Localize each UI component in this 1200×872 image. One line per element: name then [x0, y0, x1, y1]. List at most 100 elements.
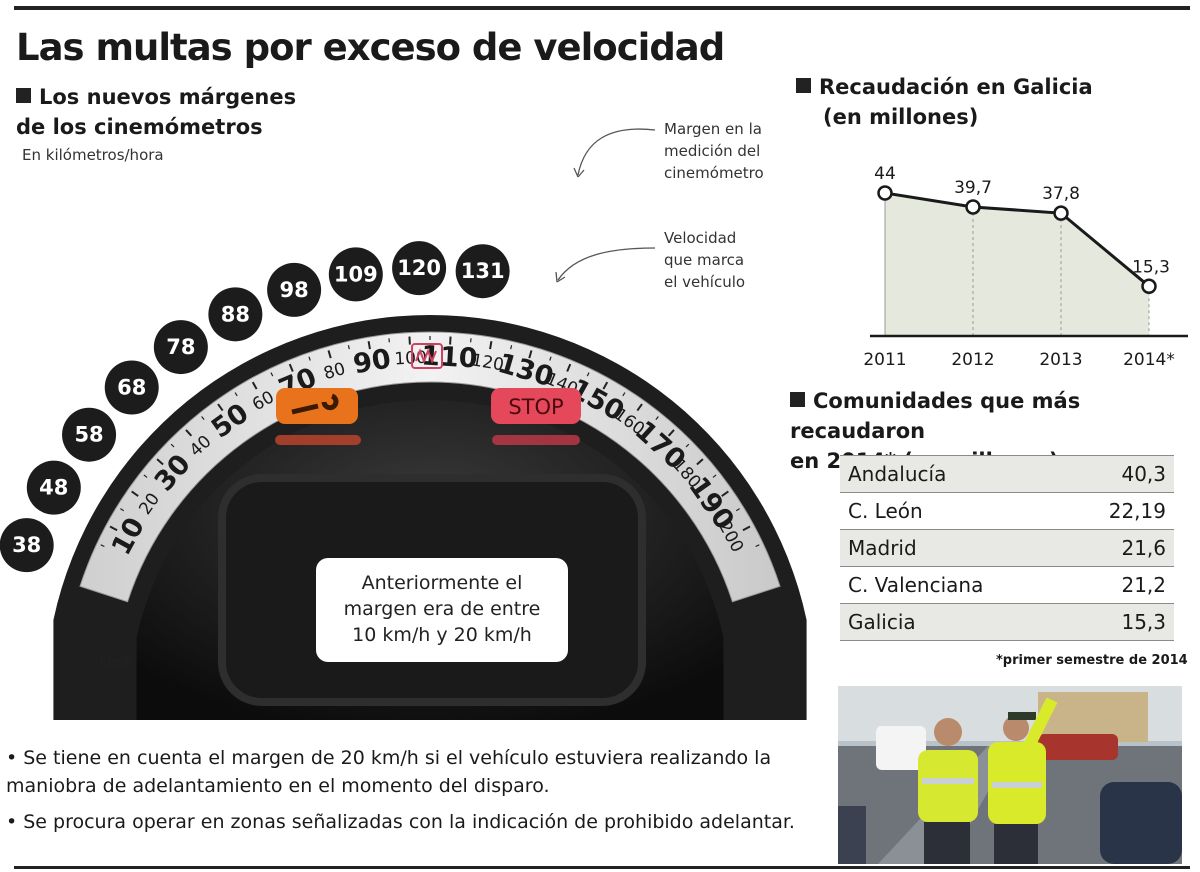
margin-bubble-label: 88 [221, 302, 250, 326]
chart-x-tick-label: 2014* [1123, 350, 1175, 370]
margin-bubble [455, 244, 510, 299]
dial-tick [185, 429, 193, 437]
margin-bubble [62, 407, 117, 462]
stop-light-label: STOP [508, 395, 563, 419]
dial-tick [510, 345, 513, 350]
community-name: C. Valenciana [840, 566, 1066, 604]
dial-tick [755, 544, 760, 548]
dial-tick [528, 350, 533, 359]
dial-tick [602, 381, 609, 390]
dial-tick [156, 458, 164, 466]
communities-table: Andalucía 40,3 C. León 22,19 Madrid 21,6 C. Va… [840, 455, 1174, 641]
dial-tick [586, 372, 590, 377]
dial-tick [622, 392, 626, 397]
chart-point [965, 199, 981, 215]
dial-tick [217, 403, 224, 412]
community-name: Galicia [840, 603, 1066, 641]
table-row: Galicia 15,3 [840, 603, 1174, 641]
revenue-line-chart: 44 2011 39,7 2012 37,8 2013 15,3 2014* [863, 164, 1188, 370]
footnote: *primer semestre de 2014 [996, 653, 1188, 668]
section-square-icon [790, 392, 805, 407]
speed-arrowhead-icon [555, 271, 566, 283]
chart-point [1053, 205, 1069, 221]
chart-point [877, 185, 893, 201]
margin-bubble [392, 241, 447, 296]
community-name: Madrid [840, 529, 1066, 567]
community-value: 15,3 [1065, 603, 1174, 641]
table-row: C. Valenciana 21,2 [840, 566, 1174, 604]
callout-line: Anteriormente el [361, 572, 523, 594]
chart-data-label: 39,7 [954, 178, 992, 198]
margin-bubble [208, 287, 263, 342]
margins-section-title: Los nuevos márgenes de los cinemómetros [16, 82, 296, 142]
community-value: 22,19 [1065, 492, 1174, 530]
margin-bubble [328, 247, 383, 302]
callout-line: margen era de entre [343, 598, 541, 620]
dial-tick [308, 356, 311, 361]
margin-bubble-label: 68 [117, 376, 146, 400]
margin-bubble-label: 131 [461, 259, 505, 283]
dial-tick [347, 345, 350, 350]
margin-bubble-label: 78 [166, 335, 195, 359]
speed-annotation-line: Velocidad [664, 229, 736, 247]
dial-tick [201, 416, 205, 421]
community-value: 21,2 [1065, 566, 1174, 604]
table-row: C. León 22,19 [840, 492, 1174, 530]
speed-annotation-line: que marca [664, 251, 744, 269]
chart-series-line [884, 191, 1150, 288]
traffic-police-photo [838, 686, 1182, 864]
margin-bubble-label: 109 [334, 262, 378, 286]
wrench-icon [291, 393, 339, 415]
chart-data-label: 37,8 [1042, 184, 1080, 204]
margin-annotation-arrow [577, 128, 656, 176]
margin-bubbles: 38 48 58 68 78 88 98 109 120 131 [0, 241, 510, 573]
margin-bubble-label: 58 [74, 423, 103, 447]
margin-annotation-line: medición del [664, 142, 760, 160]
chart-x-tick-label: 2011 [863, 350, 906, 370]
dial-tick [131, 490, 139, 497]
bullet-item: • Se procura operar en zonas señalizadas… [6, 811, 795, 833]
margin-bubble-label: 120 [397, 256, 441, 280]
margin-annotation: Margen en la medición del cinemómetro [664, 120, 767, 182]
chart-x-tick-label: 2013 [1039, 350, 1082, 370]
section-square-icon [16, 88, 31, 103]
dial-tick [170, 443, 175, 448]
margin-bubble-label: 48 [39, 476, 68, 500]
dial-tick [566, 363, 572, 372]
community-value: 40,3 [1065, 455, 1174, 493]
dial-speed-label: 90 [351, 343, 393, 380]
dial-tick [667, 429, 675, 437]
stop-light-reflection [492, 435, 580, 445]
dial-tick [109, 525, 118, 532]
margin-annotation-line: cinemómetro [664, 164, 764, 182]
community-name: C. León [840, 492, 1066, 530]
dial-tick [685, 443, 690, 448]
margins-title-line2: de los cinemómetros [16, 115, 263, 139]
speed-annotation: Velocidad que marca el vehículo [664, 229, 749, 291]
dial-tick [100, 544, 105, 548]
revenue-section-title: Recaudación en Galicia (en millones) [796, 72, 1093, 132]
dial-tick [696, 458, 704, 466]
dial-unit-label: km/h [100, 655, 133, 670]
dial-tick [655, 416, 659, 421]
dial-tick [270, 372, 274, 377]
dial-tick [489, 341, 493, 350]
table-row: Madrid 21,6 [840, 529, 1174, 567]
chart-data-label: 44 [874, 164, 896, 184]
speed-annotation-line: el vehículo [664, 273, 745, 291]
revenue-title-line2: (en millones) [823, 105, 979, 129]
margin-arrowhead-icon [573, 167, 585, 178]
units-label: En kilómetros/hora [22, 146, 164, 164]
margin-bubble-label: 38 [12, 533, 41, 557]
wrench-light-reflection [275, 435, 361, 445]
dial-tick [327, 350, 332, 359]
section-square-icon [796, 78, 811, 93]
table-row: Andalucía 40,3 [840, 455, 1174, 493]
dial-tick [549, 356, 552, 361]
dial-tick [721, 490, 729, 497]
dial-tick [120, 508, 125, 512]
speed-annotation-arrow [557, 247, 656, 281]
dial-tick [234, 392, 238, 397]
page-title: Las multas por exceso de velocidad [16, 26, 725, 69]
communities-title-line1: Comunidades que más recaudaron [790, 389, 1081, 443]
